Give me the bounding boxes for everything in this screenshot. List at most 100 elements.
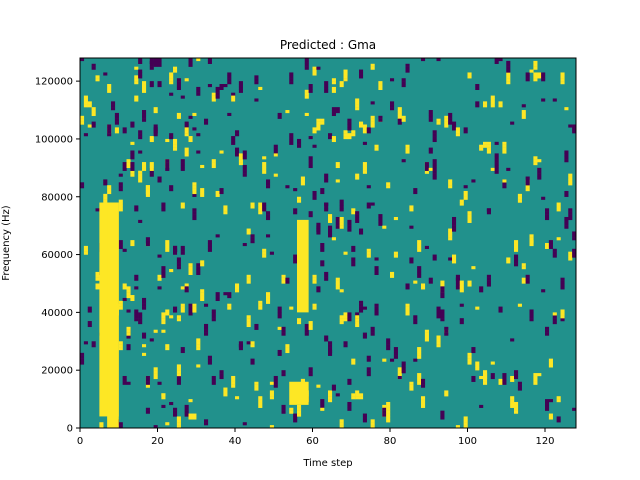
heatmap-cell-high bbox=[269, 425, 274, 429]
heatmap-cell-low bbox=[145, 407, 150, 411]
heatmap-cell-low bbox=[161, 208, 166, 212]
heatmap-cell-high bbox=[378, 84, 383, 88]
heatmap-cell-high bbox=[502, 141, 507, 145]
heatmap-cell-high bbox=[556, 237, 561, 241]
heatmap-cell-high bbox=[142, 86, 147, 90]
heatmap-cell-low bbox=[382, 407, 387, 411]
heatmap-cell-high bbox=[176, 115, 181, 119]
heatmap-cell-low bbox=[196, 269, 201, 273]
heatmap-cell-high bbox=[153, 110, 158, 114]
heatmap-cell-high bbox=[370, 121, 375, 125]
heatmap-cell-high bbox=[138, 173, 143, 177]
heatmap-cell-high bbox=[552, 312, 557, 316]
heatmap-cell-low bbox=[432, 173, 437, 177]
heatmap-cell-low bbox=[188, 312, 193, 316]
heatmap-cell-low bbox=[142, 300, 147, 304]
heatmap-cell-high bbox=[463, 425, 468, 429]
heatmap-cell-high bbox=[409, 387, 414, 391]
heatmap-cell-high bbox=[269, 390, 274, 394]
heatmap-cell-low bbox=[552, 315, 557, 319]
heatmap-cell-low bbox=[506, 66, 511, 70]
heatmap-cell-low bbox=[525, 75, 530, 79]
heatmap-cell-low bbox=[382, 413, 387, 417]
heatmap-cell-low bbox=[80, 358, 85, 362]
heatmap-cell-low bbox=[227, 81, 232, 85]
heatmap-cell-low bbox=[525, 277, 530, 281]
heatmap-cell-low bbox=[161, 202, 166, 206]
heatmap-cell-high bbox=[126, 162, 131, 166]
heatmap-cell-high bbox=[114, 130, 119, 134]
heatmap-cell-high bbox=[463, 416, 468, 420]
heatmap-cell-low bbox=[448, 115, 453, 119]
heatmap-cell-low bbox=[122, 375, 127, 380]
heatmap-cell-high bbox=[475, 306, 480, 310]
heatmap-cell-high bbox=[211, 95, 216, 99]
heatmap-cell-high bbox=[258, 202, 263, 206]
heatmap-cell-high bbox=[149, 167, 154, 171]
heatmap-cell-low bbox=[479, 286, 484, 290]
heatmap-cell-high bbox=[370, 419, 375, 423]
heatmap-cell-low bbox=[417, 274, 422, 278]
heatmap-cell-low bbox=[149, 173, 154, 177]
heatmap-cell-low bbox=[211, 318, 216, 322]
heatmap-cell-low bbox=[316, 286, 321, 290]
x-tick-label: 40 bbox=[229, 436, 242, 447]
heatmap-cell-high bbox=[153, 329, 158, 333]
heatmap-cell-high bbox=[114, 127, 119, 131]
heatmap-cell-high bbox=[312, 130, 317, 134]
heatmap-block-high bbox=[297, 219, 309, 313]
heatmap-cell-low bbox=[362, 413, 367, 417]
heatmap-cell-low bbox=[452, 121, 457, 125]
heatmap-cell-high bbox=[173, 138, 178, 143]
heatmap-cell-high bbox=[312, 303, 317, 307]
heatmap-cell-high bbox=[421, 283, 426, 287]
heatmap-cell-high bbox=[312, 306, 317, 310]
heatmap-cell-low bbox=[347, 318, 352, 322]
heatmap-cell-low bbox=[266, 234, 271, 238]
heatmap-cell-high bbox=[417, 375, 422, 380]
heatmap-cell-high bbox=[246, 228, 251, 232]
heatmap-cell-high bbox=[80, 115, 85, 119]
heatmap-cell-high bbox=[83, 245, 88, 249]
heatmap-cell-high bbox=[107, 86, 112, 90]
heatmap-cell-high bbox=[351, 130, 356, 134]
heatmap-cell-low bbox=[432, 254, 437, 258]
heatmap-cell-low bbox=[328, 231, 333, 235]
heatmap-cell-low bbox=[320, 245, 325, 249]
heatmap-cell-low bbox=[215, 292, 220, 296]
heatmap-cell-high bbox=[339, 225, 344, 229]
heatmap-cell-high bbox=[351, 396, 356, 400]
heatmap-cell-high bbox=[169, 78, 174, 82]
heatmap-cell-high bbox=[490, 361, 495, 365]
heatmap-cell-low bbox=[277, 115, 282, 119]
heatmap-cell-high bbox=[176, 419, 181, 423]
heatmap-cell-low bbox=[455, 277, 460, 281]
heatmap-cell-low bbox=[262, 205, 267, 209]
heatmap-cell-low bbox=[219, 370, 224, 374]
heatmap-cell-low bbox=[273, 144, 278, 148]
heatmap-cell-high bbox=[184, 130, 189, 134]
heatmap-cell-high bbox=[176, 422, 181, 426]
heatmap-cell-low bbox=[173, 407, 178, 411]
heatmap-cell-low bbox=[285, 277, 290, 281]
heatmap-cell-high bbox=[138, 170, 143, 174]
heatmap-cell-low bbox=[374, 306, 379, 310]
heatmap-cell-high bbox=[390, 274, 395, 278]
heatmap-cell-high bbox=[192, 188, 197, 192]
heatmap-cell-low bbox=[308, 136, 313, 140]
heatmap-cell-high bbox=[258, 205, 263, 209]
heatmap-cell-high bbox=[165, 138, 170, 143]
heatmap-cell-low bbox=[118, 425, 123, 429]
heatmap-cell-low bbox=[134, 274, 139, 278]
heatmap-cell-high bbox=[153, 367, 158, 371]
heatmap-cell-high bbox=[545, 243, 550, 247]
heatmap-cell-high bbox=[95, 283, 100, 287]
heatmap-cell-high bbox=[130, 173, 135, 177]
heatmap-cell-low bbox=[235, 147, 240, 151]
heatmap-cell-low bbox=[359, 300, 364, 304]
heatmap-cell-high bbox=[560, 72, 565, 76]
heatmap-cell-high bbox=[308, 326, 313, 330]
heatmap-cell-low bbox=[479, 404, 484, 408]
heatmap-cell-low bbox=[87, 306, 92, 310]
heatmap-cell-low bbox=[362, 416, 367, 420]
